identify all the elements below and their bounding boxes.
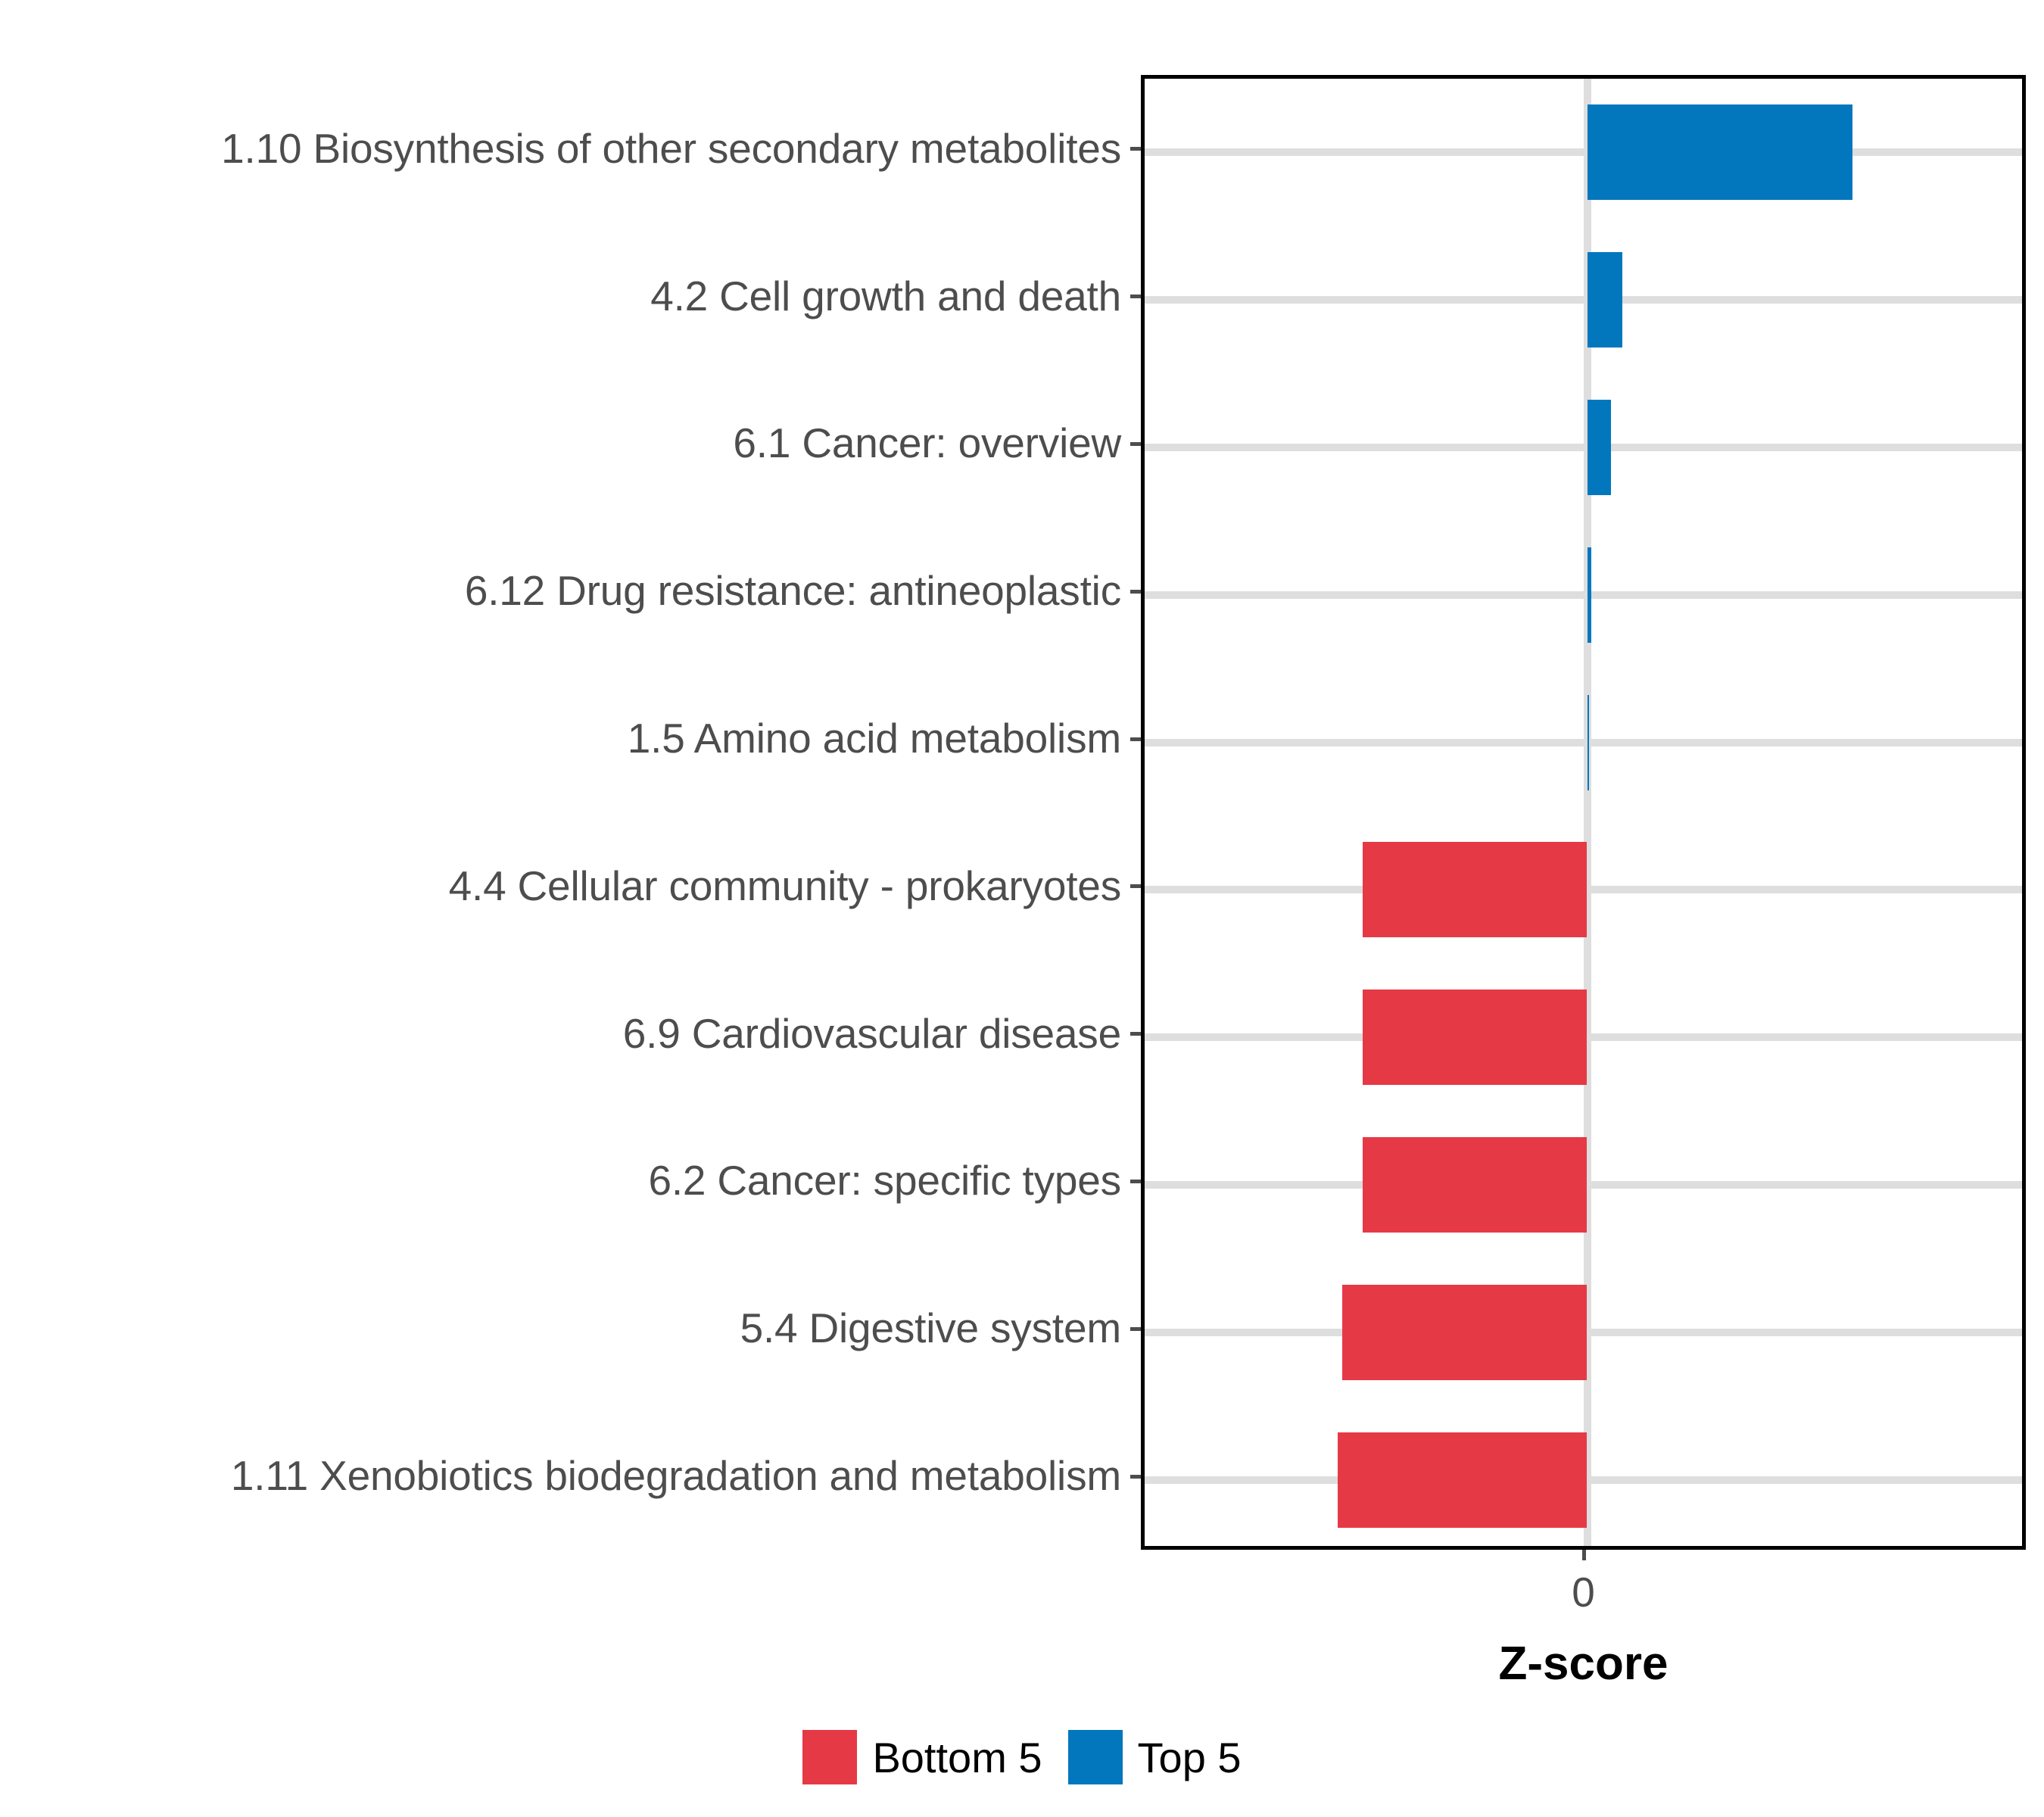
y-axis-label-row: 1.5 Amino acid metabolism — [0, 665, 1132, 812]
bar-positive[interactable] — [1587, 104, 1853, 201]
legend-item-bottom5[interactable]: Bottom 5 — [802, 1730, 1042, 1784]
y-axis-tick-mark — [1130, 1326, 1141, 1331]
y-axis-tick-label: 5.4 Digestive system — [740, 1304, 1122, 1352]
bar-positive[interactable] — [1587, 400, 1611, 495]
bar-negative[interactable] — [1363, 1137, 1588, 1233]
y-axis-tick-label: 6.1 Cancer: overview — [733, 419, 1121, 467]
y-axis-label-row: 1.11 Xenobiotics biodegradation and meta… — [0, 1402, 1132, 1550]
y-axis-tick-mark — [1130, 884, 1141, 889]
legend-color-swatch-bottom5 — [802, 1730, 858, 1784]
y-axis-label-row: 6.2 Cancer: specific types — [0, 1108, 1132, 1255]
y-axis-tick-mark — [1130, 147, 1141, 151]
y-axis-category-labels: 1.10 Biosynthesis of other secondary met… — [0, 75, 1141, 1550]
vertical-gridline-zero — [1583, 79, 1591, 1546]
y-axis-tick-mark — [1130, 737, 1141, 741]
bar-negative[interactable] — [1338, 1432, 1588, 1528]
legend-label-bottom5: Bottom 5 — [872, 1733, 1042, 1781]
y-axis-label-row: 6.1 Cancer: overview — [0, 370, 1132, 518]
y-axis-tick-label: 1.10 Biosynthesis of other secondary met… — [221, 124, 1121, 172]
y-axis-tick-mark — [1130, 295, 1141, 299]
y-axis-label-row: 5.4 Digestive system — [0, 1254, 1132, 1402]
y-axis-tick-label: 6.9 Cardiovascular disease — [622, 1009, 1121, 1057]
y-axis-tick-mark — [1130, 1032, 1141, 1036]
legend-label-top5: Top 5 — [1137, 1733, 1242, 1781]
y-axis-tick-mark — [1130, 1180, 1141, 1183]
bar-negative[interactable] — [1363, 990, 1588, 1086]
y-axis-tick-label: 1.11 Xenobiotics biodegradation and meta… — [230, 1452, 1121, 1500]
y-axis-tick-label: 4.2 Cell growth and death — [650, 272, 1121, 319]
plot-panel — [1141, 75, 2026, 1550]
y-axis-tick-mark — [1130, 589, 1141, 594]
bar-positive[interactable] — [1587, 694, 1589, 790]
y-axis-tick-mark — [1130, 442, 1141, 446]
bar-negative[interactable] — [1342, 1284, 1588, 1380]
bar-positive[interactable] — [1587, 252, 1623, 348]
y-axis-label-row: 1.10 Biosynthesis of other secondary met… — [0, 75, 1132, 223]
y-axis-tick-label: 4.4 Cellular community - prokaryotes — [448, 862, 1122, 909]
y-axis-tick-label: 1.5 Amino acid metabolism — [627, 715, 1121, 762]
y-axis-tick-label: 6.12 Drug resistance: antineoplastic — [464, 567, 1121, 615]
y-axis-label-row: 4.2 Cell growth and death — [0, 223, 1132, 370]
x-axis-tick-label: 0 — [1572, 1569, 1595, 1616]
y-axis-label-row: 4.4 Cellular community - prokaryotes — [0, 812, 1132, 960]
y-axis-label-row: 6.12 Drug resistance: antineoplastic — [0, 517, 1132, 665]
legend-item-top5[interactable]: Top 5 — [1067, 1730, 1242, 1784]
bar-positive[interactable] — [1587, 547, 1592, 643]
legend-color-swatch-top5 — [1067, 1730, 1123, 1784]
y-axis-tick-label: 6.2 Cancer: specific types — [648, 1157, 1121, 1205]
y-axis-tick-mark — [1130, 1474, 1141, 1479]
bar-negative[interactable] — [1363, 842, 1588, 938]
chart-legend: Bottom 5 Top 5 — [0, 1730, 2044, 1784]
x-axis-title: Z-score — [1498, 1638, 1669, 1690]
x-axis-tick-mark — [1581, 1550, 1586, 1560]
y-axis-label-row: 6.9 Cardiovascular disease — [0, 960, 1132, 1108]
